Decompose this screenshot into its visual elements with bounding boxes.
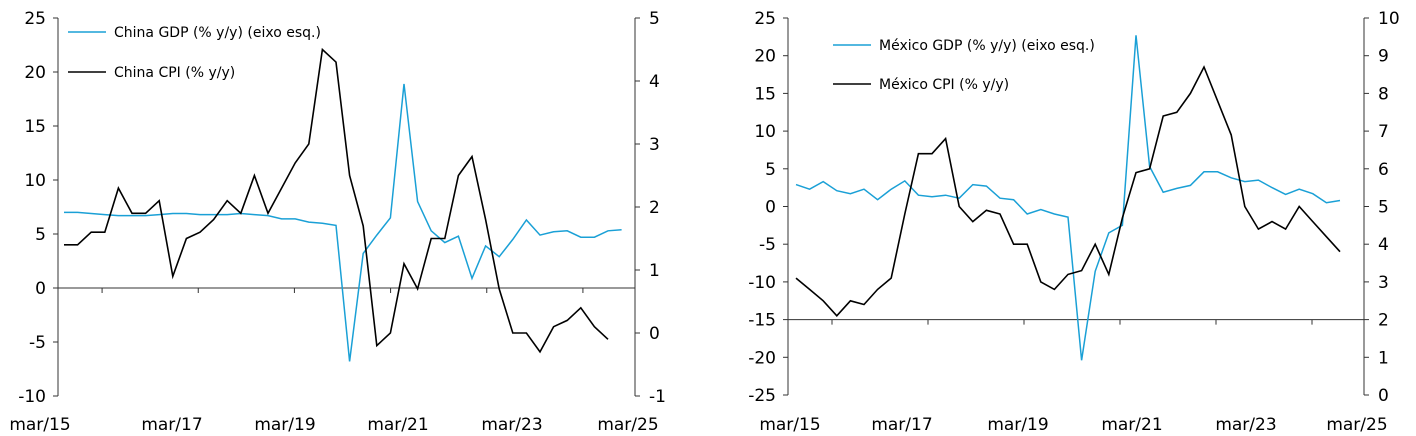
x-tick-label: mar/21 bbox=[1101, 415, 1162, 435]
left-tick-label: -20 bbox=[748, 348, 776, 368]
x-tick-label: mar/19 bbox=[987, 415, 1048, 435]
right-tick-label: 7 bbox=[1378, 122, 1389, 142]
left-tick-label: -15 bbox=[748, 311, 776, 331]
left-tick-label: 0 bbox=[35, 279, 46, 299]
right-tick-label: 2 bbox=[649, 198, 660, 218]
right-tick-label: 3 bbox=[1378, 273, 1389, 293]
x-tick-label: mar/19 bbox=[254, 415, 315, 435]
right-tick-label: 2 bbox=[1378, 311, 1389, 331]
x-tick-label: mar/25 bbox=[1326, 415, 1387, 435]
right-tick-label: 10 bbox=[1378, 9, 1400, 29]
right-tick-label: 3 bbox=[649, 135, 660, 155]
x-tick-label: mar/23 bbox=[1215, 415, 1276, 435]
right-tick-label: -1 bbox=[649, 387, 666, 407]
left-tick-label: 20 bbox=[24, 63, 46, 83]
series-line-gdp bbox=[795, 35, 1341, 361]
left-tick-label: -5 bbox=[29, 333, 46, 353]
left-tick-label: 0 bbox=[765, 198, 776, 218]
series-line-gdp bbox=[64, 83, 622, 362]
right-tick-label: 5 bbox=[1378, 198, 1389, 218]
x-tick-label: mar/15 bbox=[759, 415, 820, 435]
left-tick-label: 25 bbox=[754, 9, 776, 29]
right-tick-label: 4 bbox=[1378, 235, 1389, 255]
x-tick-label: mar/21 bbox=[367, 415, 428, 435]
right-tick-label: 4 bbox=[649, 72, 660, 92]
left-tick-label: -5 bbox=[759, 235, 776, 255]
legend-label: China GDP (% y/y) (eixo esq.) bbox=[114, 25, 321, 41]
x-tick-label: mar/17 bbox=[141, 415, 202, 435]
x-tick-label: mar/15 bbox=[9, 415, 70, 435]
right-tick-label: 6 bbox=[1378, 160, 1389, 180]
right-tick-label: 8 bbox=[1378, 84, 1389, 104]
series-line-cpi bbox=[64, 47, 609, 354]
legend-label: México CPI (% y/y) bbox=[879, 77, 1009, 93]
series-line-cpi bbox=[795, 65, 1341, 317]
right-tick-label: 0 bbox=[1378, 386, 1389, 406]
chart-2: -25 -20 -15 -10 -5 0 5 10 15 20 25 0 1 2 3 4 5 6 7 8 9 10 mar/… bbox=[748, 9, 1399, 435]
left-tick-label: 5 bbox=[35, 225, 46, 245]
x-tick-label: mar/25 bbox=[597, 415, 658, 435]
left-tick-label: 5 bbox=[765, 160, 776, 180]
right-tick-label: 5 bbox=[649, 9, 660, 29]
right-tick-label: 0 bbox=[649, 324, 660, 344]
x-tick-label: mar/23 bbox=[481, 415, 542, 435]
legend-label: China CPI (% y/y) bbox=[114, 65, 235, 81]
left-tick-label: -25 bbox=[748, 386, 776, 406]
left-tick-label: -10 bbox=[748, 273, 776, 293]
right-tick-label: 9 bbox=[1378, 47, 1389, 67]
left-tick-label: 20 bbox=[754, 47, 776, 67]
left-tick-label: 25 bbox=[24, 9, 46, 29]
x-tick-label: mar/17 bbox=[871, 415, 932, 435]
left-tick-label: 10 bbox=[754, 122, 776, 142]
left-tick-label: -10 bbox=[18, 387, 46, 407]
left-tick-label: 15 bbox=[754, 84, 776, 104]
right-tick-label: 1 bbox=[1378, 348, 1389, 368]
legend-label: México GDP (% y/y) (eixo esq.) bbox=[879, 38, 1095, 54]
left-tick-label: 10 bbox=[24, 171, 46, 191]
right-tick-label: 1 bbox=[649, 261, 660, 281]
left-tick-label: 15 bbox=[24, 117, 46, 137]
